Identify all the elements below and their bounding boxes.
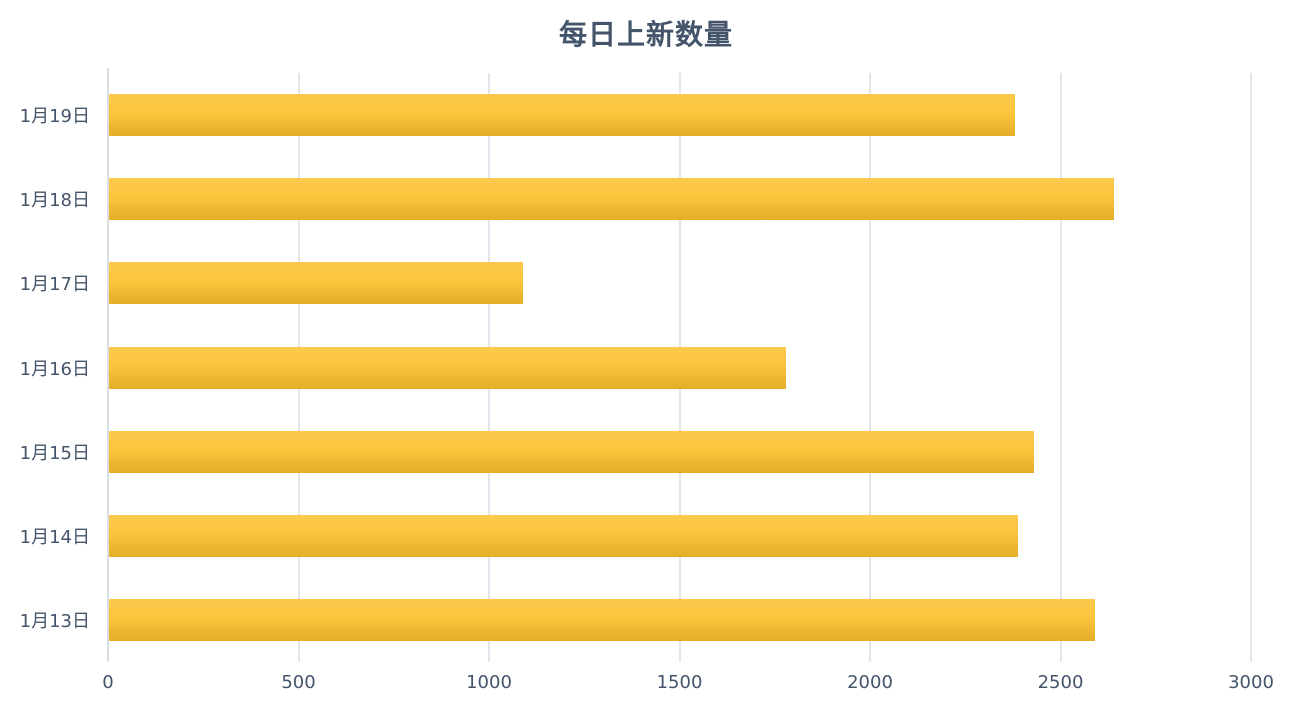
bar xyxy=(109,598,1095,641)
x-axis-labels: 0 500 1000 1500 2000 2500 3000 xyxy=(102,672,1274,698)
bar xyxy=(109,262,524,305)
bar xyxy=(109,178,1115,221)
gridline xyxy=(1059,73,1062,662)
x-axis-tick-label: 2000 xyxy=(847,672,893,693)
x-axis-tick-label: 1500 xyxy=(656,672,703,693)
gridline xyxy=(869,73,871,662)
y-axis-category-label: 1月14日 xyxy=(19,526,90,548)
y-axis-category-label: 1月18日 xyxy=(19,190,90,212)
bar xyxy=(109,94,1016,137)
y-axis-category-label: 1月16日 xyxy=(19,358,90,380)
chart-title: 每日上新数量 xyxy=(558,18,733,51)
bar xyxy=(109,514,1019,557)
y-axis-category-label: 1月19日 xyxy=(19,106,90,128)
x-axis-tick-label: 0 xyxy=(102,672,114,693)
y-axis-line xyxy=(107,68,109,662)
bar xyxy=(109,346,786,389)
y-axis-category-label: 1月17日 xyxy=(19,274,90,296)
y-axis-category-label: 1月13日 xyxy=(19,610,90,632)
x-axis-tick-label: 500 xyxy=(281,672,316,693)
y-axis-category-label: 1月15日 xyxy=(19,442,90,464)
x-axis-tick-label: 1000 xyxy=(466,672,512,693)
bar xyxy=(109,430,1034,473)
y-axis-labels: 1月19日 1月18日 1月17日 1月16日 1月15日 1月14日 1月13日 xyxy=(0,73,90,662)
gridline xyxy=(1250,73,1252,662)
x-axis-tick-label: 2500 xyxy=(1037,672,1084,693)
plot-area xyxy=(108,73,1252,662)
x-axis-tick-label: 3000 xyxy=(1228,672,1274,693)
